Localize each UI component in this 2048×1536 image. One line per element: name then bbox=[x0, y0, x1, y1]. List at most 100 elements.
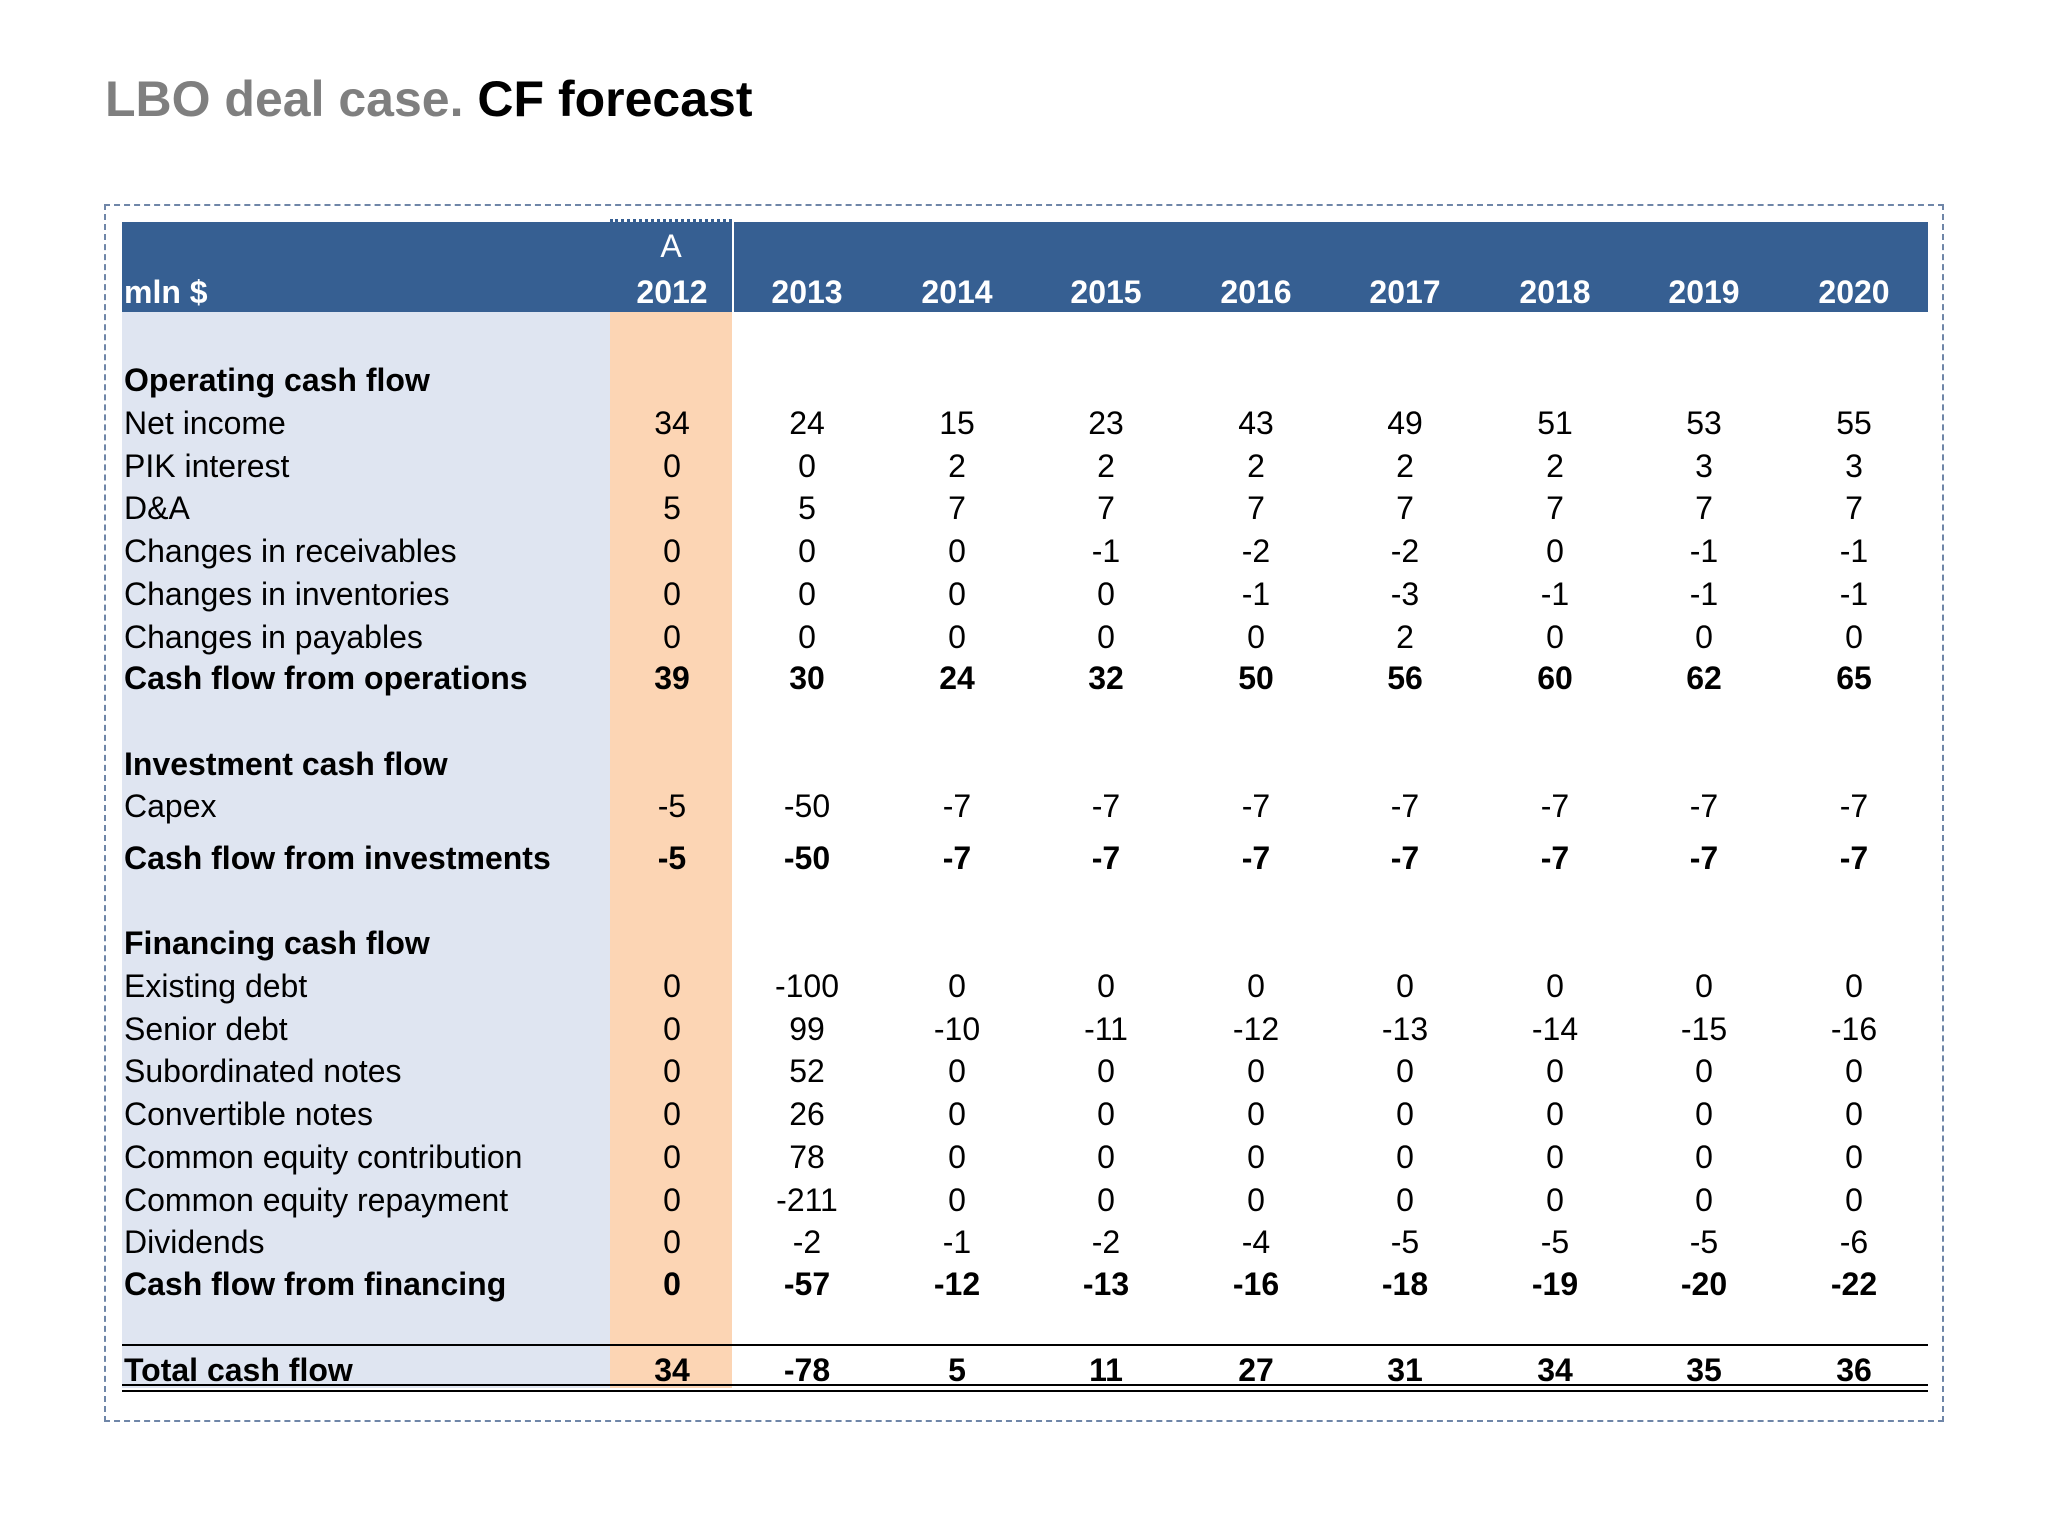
financing-row-cell: 0 bbox=[1097, 1139, 1115, 1175]
total-row-cell: 36 bbox=[1836, 1352, 1872, 1388]
operations-subtotal-row-cell: 30 bbox=[789, 660, 825, 696]
financing-subtotal-row-cell: -19 bbox=[1531, 1266, 1579, 1302]
investment-row-cell: -7 bbox=[1390, 788, 1420, 824]
section-heading-operating: Operating cash flow bbox=[124, 362, 430, 398]
operating-row-cell: 2 bbox=[1546, 448, 1564, 484]
operating-row-cell: 0 bbox=[948, 619, 966, 655]
operations-subtotal-row-label: Cash flow from operations bbox=[124, 660, 528, 696]
operating-row-label: Changes in receivables bbox=[124, 533, 457, 569]
financing-row-label: Convertible notes bbox=[124, 1096, 374, 1132]
operating-row-cell: 0 bbox=[798, 533, 816, 569]
operating-row-cell: 0 bbox=[798, 576, 816, 612]
investments-subtotal-row-cell: -50 bbox=[783, 840, 831, 876]
financing-subtotal-row-cell: -12 bbox=[933, 1266, 981, 1302]
financing-row-cell: -1 bbox=[942, 1224, 972, 1260]
title-main: CF forecast bbox=[477, 71, 753, 127]
investment-row-cell: -7 bbox=[1241, 788, 1271, 824]
operations-subtotal-row-cell: 24 bbox=[939, 660, 975, 696]
investments-subtotal-row-cell: -7 bbox=[942, 840, 972, 876]
total-row-label: Total cash flow bbox=[124, 1352, 353, 1388]
financing-row-cell: 0 bbox=[1097, 1182, 1115, 1218]
financing-row-cell: 0 bbox=[1097, 968, 1115, 1004]
financing-row-label: Common equity contribution bbox=[124, 1139, 523, 1175]
year-header-2013: 2013 bbox=[771, 274, 843, 310]
operating-row-cell: 5 bbox=[798, 490, 816, 526]
financing-row-cell: 0 bbox=[948, 968, 966, 1004]
financing-row-cell: -15 bbox=[1680, 1011, 1728, 1047]
financing-row-cell: 0 bbox=[1845, 1096, 1863, 1132]
financing-row-cell: 0 bbox=[1845, 1182, 1863, 1218]
operating-row-cell: 2 bbox=[948, 448, 966, 484]
financing-row-cell: 0 bbox=[948, 1096, 966, 1132]
operating-row-cell: 2 bbox=[1396, 448, 1414, 484]
year-header-2015: 2015 bbox=[1070, 274, 1142, 310]
operating-row-cell: 0 bbox=[948, 533, 966, 569]
section-heading-investment: Investment cash flow bbox=[124, 746, 448, 782]
operating-row-cell: -1 bbox=[1091, 533, 1121, 569]
financing-row-cell: 0 bbox=[1247, 1096, 1265, 1132]
year-header-2014: 2014 bbox=[921, 274, 993, 310]
financing-row-cell: -2 bbox=[1091, 1224, 1121, 1260]
investment-row-cell: -7 bbox=[1689, 788, 1719, 824]
operating-row-cell: 7 bbox=[948, 490, 966, 526]
financing-subtotal-row-cell: -20 bbox=[1680, 1266, 1728, 1302]
financing-row-label: Senior debt bbox=[124, 1011, 288, 1047]
operating-row-cell: 0 bbox=[1695, 619, 1713, 655]
operating-row-cell: 0 bbox=[663, 619, 681, 655]
total-double-rule-upper bbox=[122, 1384, 1928, 1386]
financing-subtotal-row-cell: -57 bbox=[783, 1266, 831, 1302]
operating-row-cell: 7 bbox=[1097, 490, 1115, 526]
operating-row-cell: 0 bbox=[948, 576, 966, 612]
operating-row-cell: 0 bbox=[798, 448, 816, 484]
operating-row-cell: 0 bbox=[1845, 619, 1863, 655]
financing-row-cell: 0 bbox=[1546, 1096, 1564, 1132]
operating-row-cell: 0 bbox=[1247, 619, 1265, 655]
investment-row-cell: -7 bbox=[1091, 788, 1121, 824]
financing-row-cell: 0 bbox=[1845, 1139, 1863, 1175]
financing-subtotal-row-cell: -22 bbox=[1830, 1266, 1878, 1302]
operating-row-cell: 15 bbox=[939, 405, 975, 441]
financing-subtotal-row-cell: 0 bbox=[663, 1266, 681, 1302]
section-heading-financing: Financing cash flow bbox=[124, 925, 430, 961]
investments-subtotal-row-label: Cash flow from investments bbox=[124, 840, 551, 876]
operating-row-cell: 55 bbox=[1836, 405, 1872, 441]
operating-row-cell: 3 bbox=[1845, 448, 1863, 484]
operating-row-cell: -1 bbox=[1540, 576, 1570, 612]
operating-row-cell: 2 bbox=[1396, 619, 1414, 655]
financing-row-cell: -16 bbox=[1830, 1011, 1878, 1047]
financing-row-label: Dividends bbox=[124, 1224, 265, 1260]
total-top-rule bbox=[122, 1344, 1928, 1346]
operating-row-cell: 0 bbox=[1097, 576, 1115, 612]
total-row-cell: 34 bbox=[654, 1352, 690, 1388]
operating-row-cell: 0 bbox=[1097, 619, 1115, 655]
financing-row-cell: -5 bbox=[1540, 1224, 1570, 1260]
operating-row-cell: 5 bbox=[663, 490, 681, 526]
investment-row-cell: -5 bbox=[657, 788, 687, 824]
financing-row-cell: 0 bbox=[1845, 968, 1863, 1004]
financing-row-label: Existing debt bbox=[124, 968, 308, 1004]
operating-row-cell: 34 bbox=[654, 405, 690, 441]
operating-row-cell: -2 bbox=[1241, 533, 1271, 569]
operating-row-cell: 24 bbox=[789, 405, 825, 441]
financing-row-cell: 0 bbox=[663, 1139, 681, 1175]
financing-row-cell: 78 bbox=[789, 1139, 825, 1175]
financing-row-cell: 0 bbox=[1396, 1139, 1414, 1175]
investments-subtotal-row-cell: -7 bbox=[1091, 840, 1121, 876]
operating-row-cell: -1 bbox=[1839, 576, 1869, 612]
financing-row-cell: 0 bbox=[948, 1139, 966, 1175]
financing-row-cell: 0 bbox=[1247, 1182, 1265, 1218]
financing-row-cell: 0 bbox=[1695, 1053, 1713, 1089]
total-row-cell: -78 bbox=[783, 1352, 831, 1388]
financing-row-cell: 99 bbox=[789, 1011, 825, 1047]
operating-row-cell: -1 bbox=[1839, 533, 1869, 569]
financing-subtotal-row-label: Cash flow from financing bbox=[124, 1266, 507, 1302]
financing-row-cell: -5 bbox=[1689, 1224, 1719, 1260]
financing-row-cell: 52 bbox=[789, 1053, 825, 1089]
financing-row-cell: 0 bbox=[1546, 1053, 1564, 1089]
financing-row-cell: 0 bbox=[1396, 1096, 1414, 1132]
operating-row-cell: 3 bbox=[1695, 448, 1713, 484]
operations-subtotal-row-cell: 32 bbox=[1088, 660, 1124, 696]
year-header-2020: 2020 bbox=[1818, 274, 1890, 310]
financing-row-cell: -2 bbox=[792, 1224, 822, 1260]
financing-row-cell: 0 bbox=[1546, 1139, 1564, 1175]
